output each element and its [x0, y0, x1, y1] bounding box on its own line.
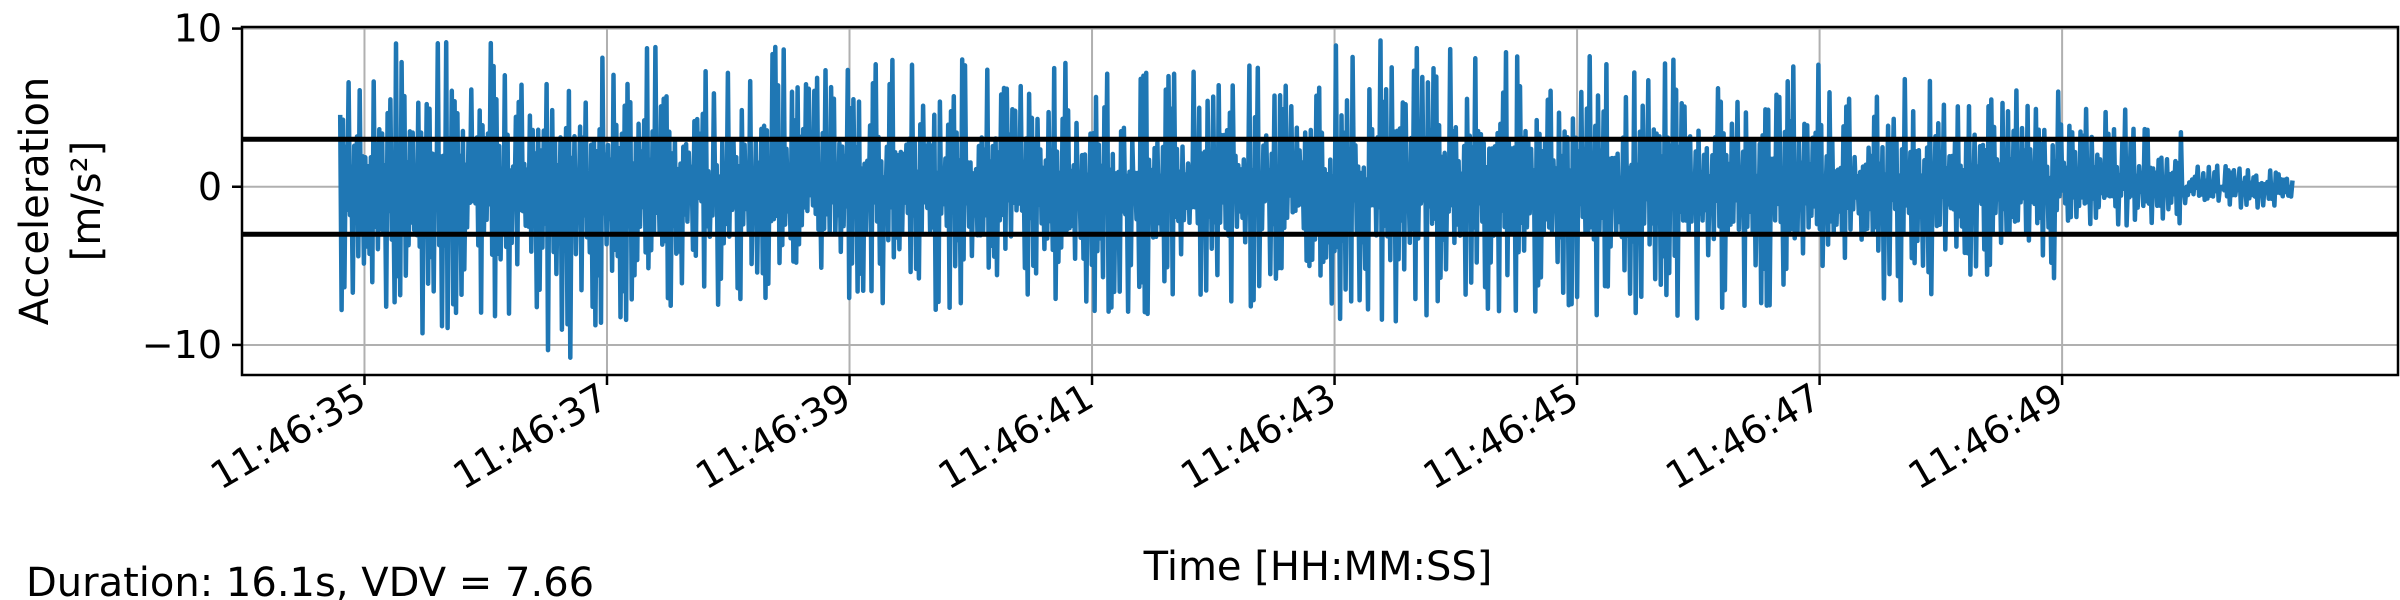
y-tick-label: −10 — [142, 323, 222, 367]
x-tick-label: 11:46:43 — [1173, 375, 1343, 498]
threshold-lines — [242, 136, 2398, 237]
summary-text: Duration: 16.1s, VDV = 7.66 — [26, 560, 594, 600]
x-tick-label: 11:46:47 — [1658, 375, 1828, 498]
plot-frame — [240, 25, 2400, 377]
y-axis: 10 0 −10 — [142, 7, 242, 367]
x-tick-label: 11:46:35 — [203, 375, 373, 498]
x-axis-label: Time [HH:MM:SS] — [1143, 544, 1493, 590]
x-axis: 11:46:35 11:46:37 11:46:39 11:46:41 11:46:43… — [203, 375, 2070, 498]
x-tick-label: 11:46:49 — [1901, 375, 2071, 498]
y-axis-unit: [m/s²] — [64, 141, 110, 262]
y-tick-label: 0 — [198, 165, 222, 209]
x-tick-label: 11:46:39 — [688, 375, 858, 498]
y-tick-label: 10 — [174, 7, 222, 51]
series-group — [337, 38, 2295, 360]
y-axis-label: Acceleration — [12, 77, 58, 326]
x-tick-label: 11:46:37 — [446, 375, 616, 498]
x-tick-label: 11:46:41 — [931, 375, 1101, 498]
x-tick-label: 11:46:45 — [1416, 375, 1586, 498]
acceleration-series-line — [337, 38, 2295, 360]
